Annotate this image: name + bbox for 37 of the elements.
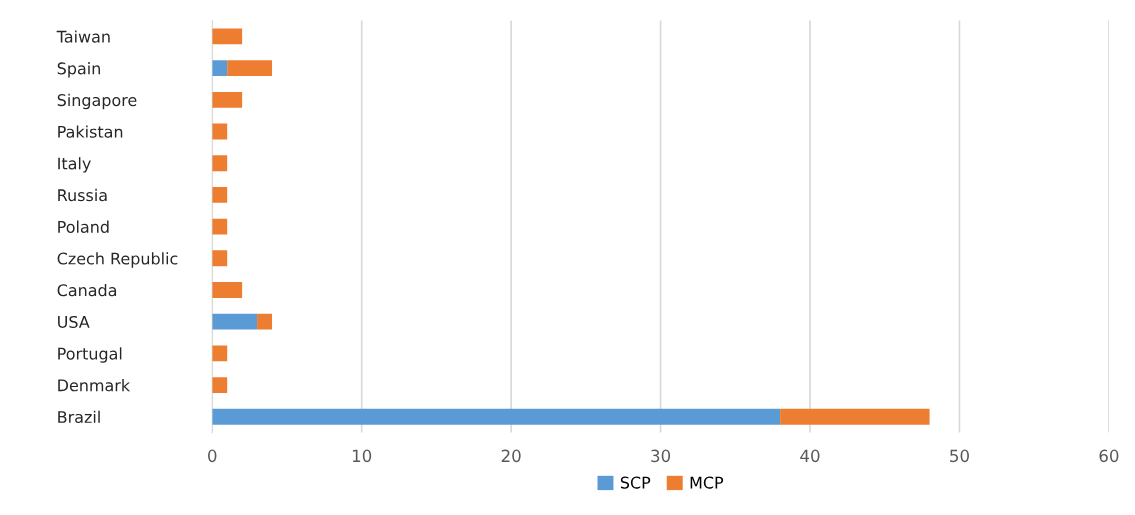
bar (212, 91, 243, 108)
bar (212, 60, 228, 77)
y-tick-label: Brazil (58, 410, 100, 424)
y-tick-label: Canada (57, 283, 117, 297)
y-tick-label: Taiwan (56, 30, 110, 43)
y-tick-label: Singapore (57, 93, 137, 110)
y-tick-label: Denmark (58, 378, 131, 392)
x-tick-label: 40 (800, 449, 820, 463)
bar (227, 60, 273, 77)
y-tick-label: Spain (57, 62, 100, 78)
bar (780, 408, 930, 425)
legend-label: SCP (620, 476, 651, 489)
bar (212, 313, 258, 330)
bar (257, 313, 273, 330)
y-tick-label: Pakistan (58, 125, 123, 138)
y-tick-label: Portugal (58, 347, 122, 363)
y-tick-label: Czech Republic (57, 252, 178, 268)
y-tick-label: Italy (58, 157, 91, 173)
x-tick-label: 60 (1099, 449, 1119, 463)
bar (212, 377, 228, 393)
y-tick-label: USA (58, 315, 90, 328)
x-tick-label: 50 (950, 449, 969, 463)
y-tick-label: Russia (58, 188, 107, 202)
bar (212, 155, 228, 172)
bar (212, 250, 228, 267)
y-tick-label: Poland (58, 220, 109, 233)
bar (212, 28, 243, 45)
x-tick-label: 20 (501, 449, 521, 463)
bar (212, 186, 228, 203)
bar (212, 408, 781, 425)
x-tick-label: 0 (208, 449, 217, 463)
legend-label: MCP (690, 476, 724, 489)
x-tick-label: 10 (352, 449, 372, 463)
bar (212, 282, 243, 298)
x-tick-label: 30 (651, 449, 671, 463)
bar (212, 218, 228, 235)
bar (212, 345, 228, 362)
